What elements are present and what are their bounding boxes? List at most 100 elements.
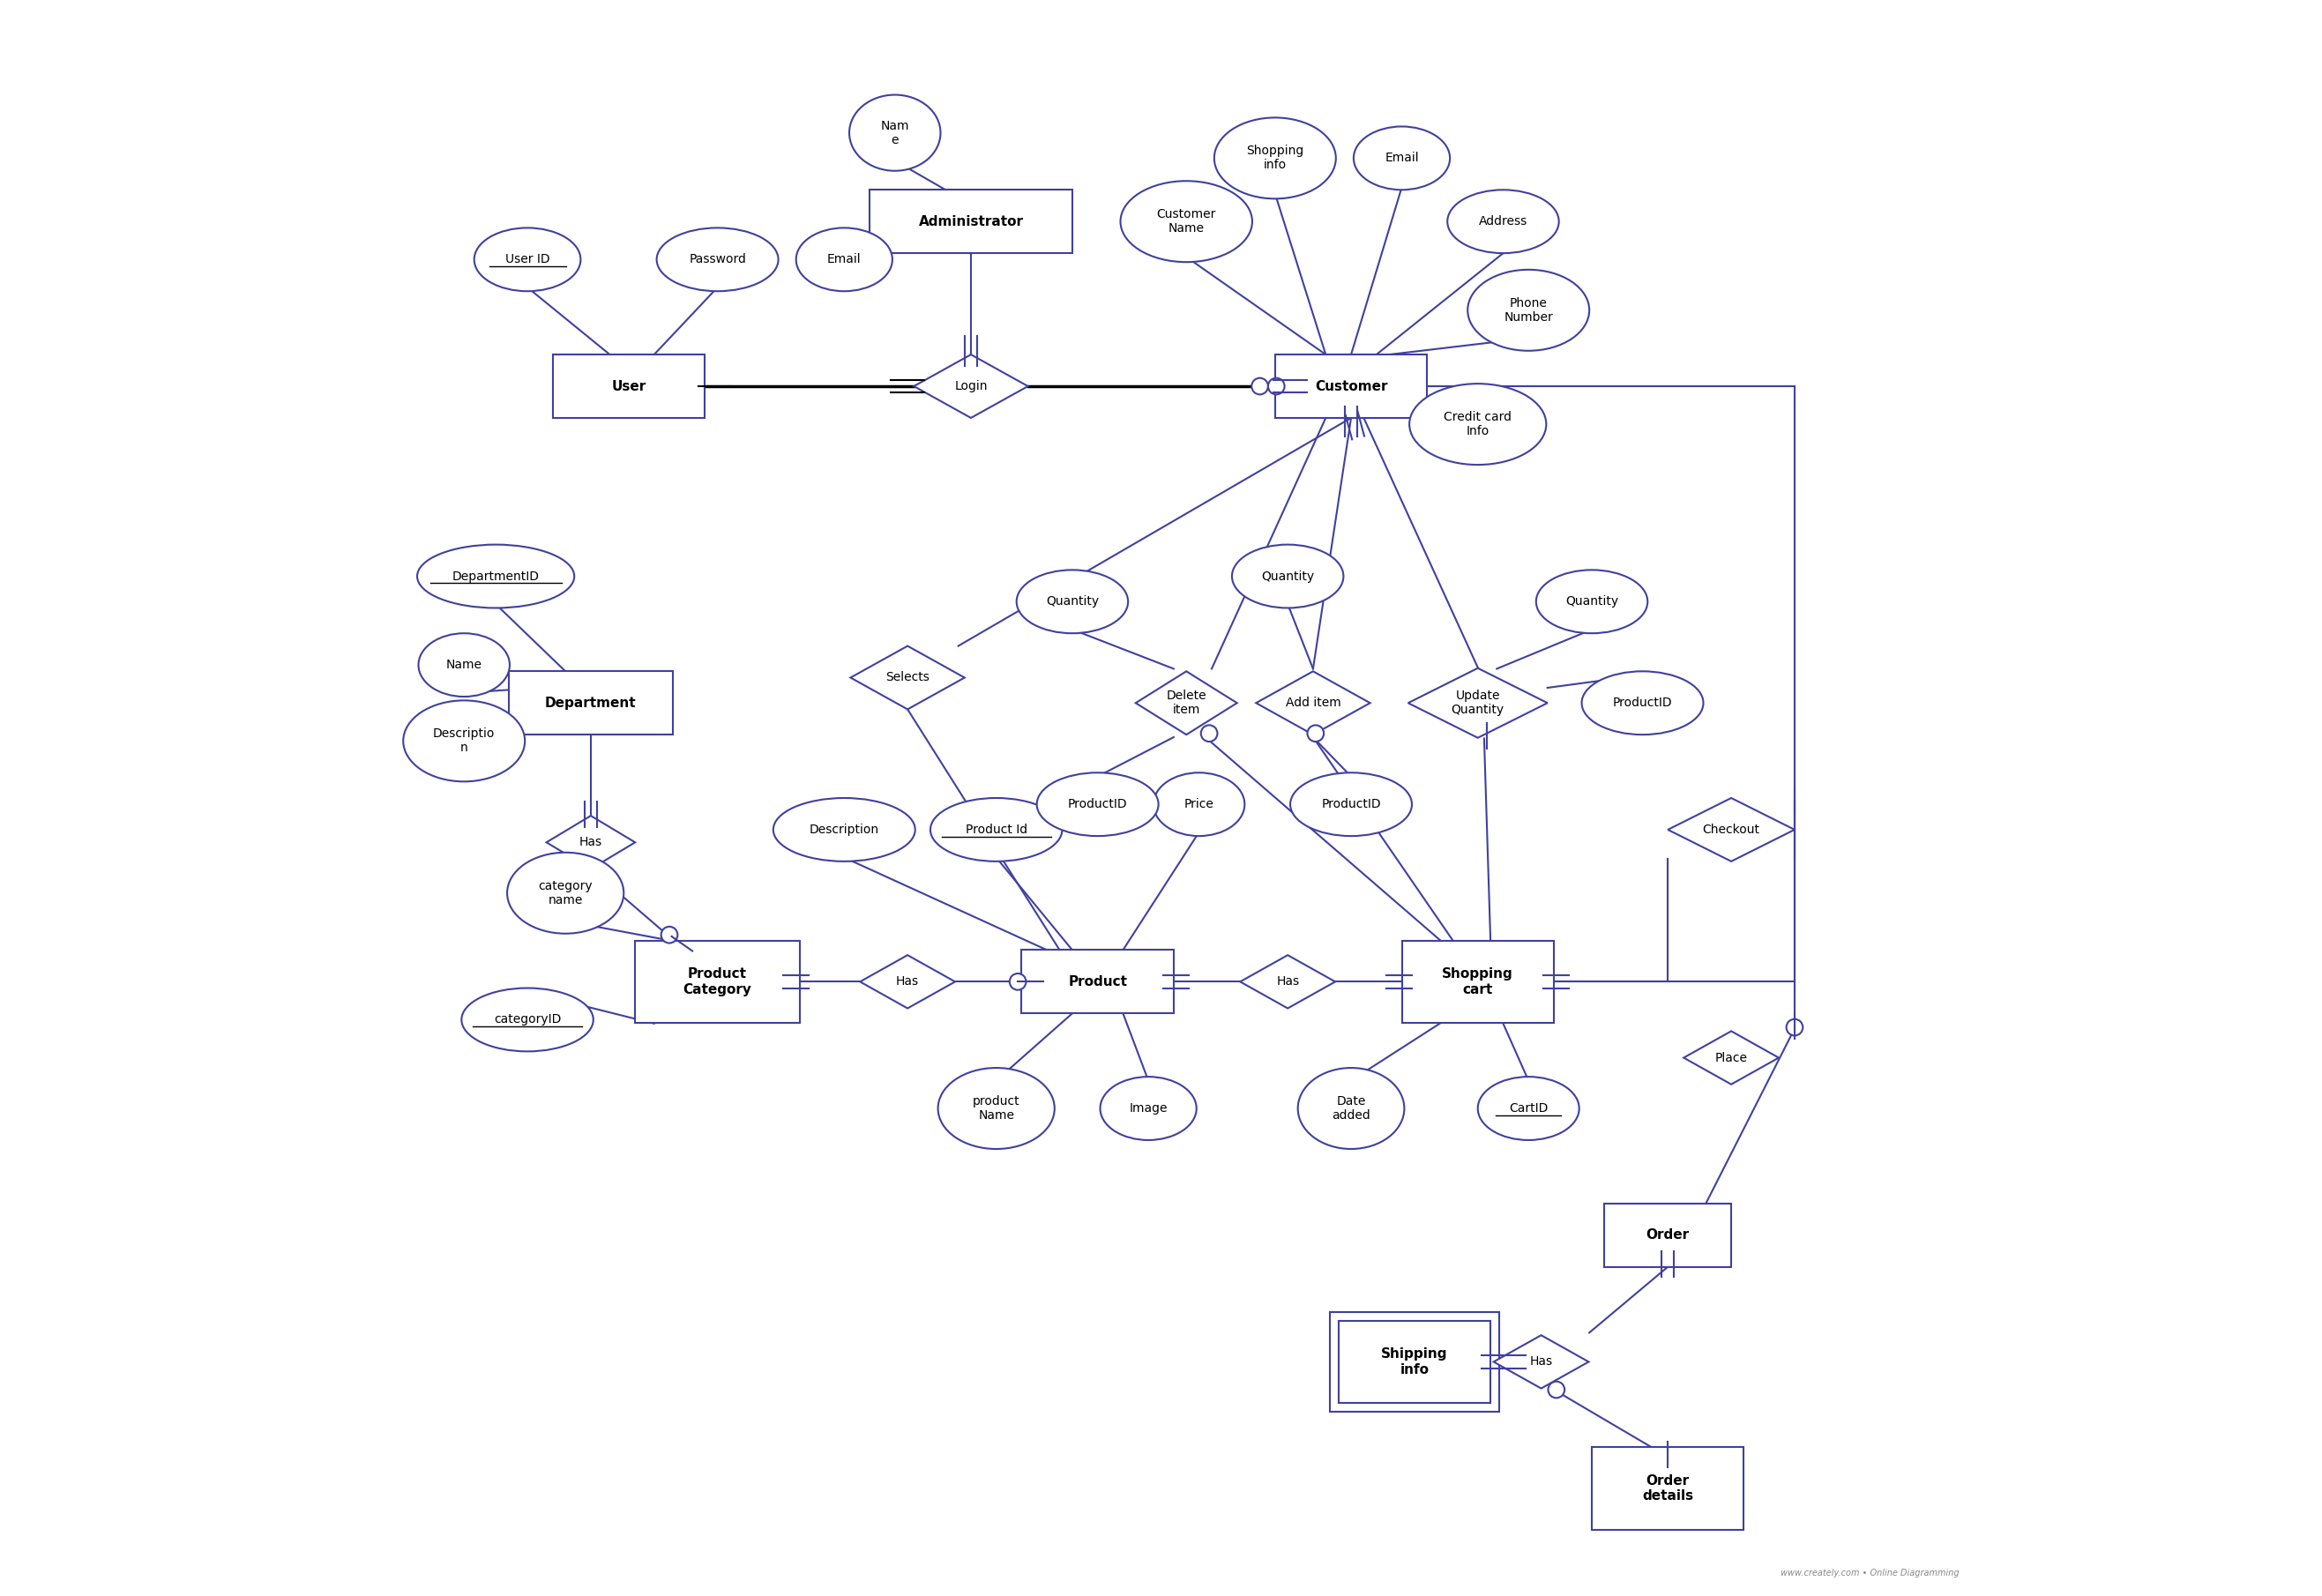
Text: Has: Has: [1530, 1355, 1553, 1368]
Text: Customer: Customer: [1314, 380, 1389, 393]
Text: Order: Order: [1646, 1229, 1690, 1242]
Text: Has: Has: [1277, 975, 1300, 988]
Polygon shape: [1407, 669, 1546, 737]
Ellipse shape: [1291, 772, 1412, 836]
Text: Order
details: Order details: [1642, 1475, 1693, 1503]
Text: categoryID: categoryID: [495, 1013, 562, 1026]
Ellipse shape: [418, 544, 574, 608]
Text: ProductID: ProductID: [1321, 798, 1382, 811]
Text: www.creately.com • Online Diagramming: www.creately.com • Online Diagramming: [1781, 1569, 1960, 1577]
FancyBboxPatch shape: [1605, 1203, 1732, 1267]
Text: category
name: category name: [539, 879, 592, 907]
Polygon shape: [1256, 672, 1370, 734]
Text: Quantity: Quantity: [1261, 570, 1314, 583]
FancyBboxPatch shape: [553, 354, 706, 418]
Ellipse shape: [796, 228, 892, 290]
Ellipse shape: [1038, 772, 1159, 836]
Circle shape: [1200, 725, 1217, 742]
Text: Password: Password: [690, 254, 745, 265]
FancyBboxPatch shape: [1593, 1448, 1744, 1529]
Ellipse shape: [850, 94, 940, 171]
Circle shape: [662, 927, 678, 943]
Polygon shape: [546, 816, 636, 868]
Text: Image: Image: [1128, 1103, 1168, 1114]
Text: Price: Price: [1184, 798, 1214, 811]
Circle shape: [1307, 725, 1324, 742]
Text: Product: Product: [1068, 975, 1126, 988]
Polygon shape: [1683, 1031, 1779, 1084]
Polygon shape: [1493, 1336, 1588, 1389]
FancyBboxPatch shape: [1022, 950, 1173, 1013]
Ellipse shape: [1101, 1077, 1196, 1140]
Text: Product
Category: Product Category: [683, 967, 752, 996]
Text: Credit card
Info: Credit card Info: [1444, 410, 1512, 437]
Circle shape: [1252, 378, 1268, 394]
Text: Department: Department: [546, 696, 636, 710]
Text: Administrator: Administrator: [920, 215, 1024, 228]
Ellipse shape: [1214, 118, 1335, 200]
Ellipse shape: [1468, 270, 1588, 351]
Text: ProductID: ProductID: [1614, 697, 1672, 709]
Text: Shipping
info: Shipping info: [1382, 1347, 1447, 1376]
Text: Quantity: Quantity: [1565, 595, 1618, 608]
FancyBboxPatch shape: [1402, 940, 1553, 1023]
Text: Email: Email: [1384, 152, 1419, 164]
Text: Quantity: Quantity: [1045, 595, 1098, 608]
Text: Nam
e: Nam e: [880, 120, 910, 147]
Text: ProductID: ProductID: [1068, 798, 1128, 811]
Ellipse shape: [1409, 383, 1546, 464]
Text: Delete
item: Delete item: [1166, 689, 1207, 717]
Polygon shape: [1667, 798, 1795, 862]
Polygon shape: [1240, 954, 1335, 1009]
Ellipse shape: [1154, 772, 1245, 836]
Text: Customer
Name: Customer Name: [1156, 207, 1217, 235]
Text: CartID: CartID: [1509, 1103, 1549, 1114]
Ellipse shape: [938, 1068, 1054, 1149]
FancyBboxPatch shape: [1331, 1312, 1500, 1412]
Circle shape: [1010, 974, 1026, 990]
Ellipse shape: [1017, 570, 1128, 634]
Ellipse shape: [1122, 180, 1252, 262]
Text: Address: Address: [1479, 215, 1528, 228]
FancyBboxPatch shape: [509, 672, 673, 734]
Ellipse shape: [1233, 544, 1344, 608]
Ellipse shape: [506, 852, 625, 934]
Circle shape: [1268, 378, 1284, 394]
Text: Email: Email: [827, 254, 861, 265]
Text: User ID: User ID: [506, 254, 550, 265]
Text: Checkout: Checkout: [1702, 824, 1760, 836]
Text: Place: Place: [1716, 1052, 1748, 1065]
Text: User: User: [611, 380, 646, 393]
Ellipse shape: [1447, 190, 1558, 254]
Text: DepartmentID: DepartmentID: [453, 570, 539, 583]
Ellipse shape: [462, 988, 594, 1052]
Text: Has: Has: [578, 836, 601, 849]
Polygon shape: [915, 354, 1029, 418]
Circle shape: [1549, 1382, 1565, 1398]
Text: Shopping
info: Shopping info: [1247, 145, 1305, 171]
FancyBboxPatch shape: [1337, 1320, 1491, 1403]
Ellipse shape: [931, 798, 1061, 862]
Text: Descriptio
n: Descriptio n: [432, 728, 495, 755]
Ellipse shape: [474, 228, 580, 290]
Text: Description: Description: [810, 824, 880, 836]
Text: Has: Has: [896, 975, 920, 988]
Text: Date
added: Date added: [1333, 1095, 1370, 1122]
Ellipse shape: [1477, 1077, 1579, 1140]
Ellipse shape: [657, 228, 778, 290]
Text: Update
Quantity: Update Quantity: [1451, 689, 1505, 717]
Ellipse shape: [1581, 672, 1704, 734]
Polygon shape: [1135, 672, 1238, 734]
Ellipse shape: [1298, 1068, 1405, 1149]
Circle shape: [1786, 1020, 1802, 1036]
Ellipse shape: [773, 798, 915, 862]
Ellipse shape: [1354, 126, 1449, 190]
Ellipse shape: [418, 634, 509, 696]
Text: Phone
Number: Phone Number: [1505, 297, 1553, 324]
Ellipse shape: [404, 701, 525, 782]
Ellipse shape: [1537, 570, 1649, 634]
Polygon shape: [850, 646, 964, 709]
Text: Login: Login: [954, 380, 987, 393]
Text: Add item: Add item: [1286, 697, 1340, 709]
Polygon shape: [859, 954, 954, 1009]
